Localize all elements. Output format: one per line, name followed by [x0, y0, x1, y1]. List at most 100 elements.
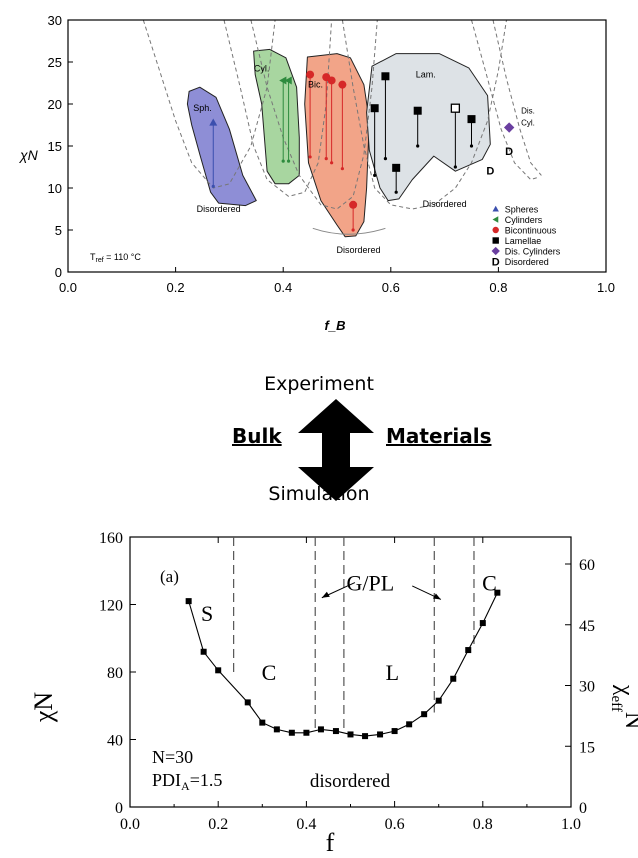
- y-tick-label: 5: [55, 223, 62, 238]
- data-point-lamellae: [413, 106, 422, 115]
- range-end-point: [416, 144, 420, 148]
- legend-label: Bicontinuous: [505, 226, 557, 236]
- data-point-cylinders: [279, 76, 287, 85]
- y-tick-label: 0: [55, 265, 62, 280]
- spheres-region: [186, 86, 257, 207]
- y-right-tick-label: 45: [579, 618, 595, 635]
- range-end-point: [340, 167, 344, 171]
- legend-marker: D: [492, 257, 500, 269]
- range-end-point: [211, 184, 215, 188]
- x-tick-label: 0.4: [274, 280, 292, 295]
- region-label: Bic.: [308, 80, 323, 90]
- x-tick-label: 0.4: [296, 816, 316, 833]
- data-point: [465, 647, 472, 654]
- axes: [67, 19, 607, 273]
- data-point: [185, 598, 192, 605]
- y-tick-label: 10: [48, 181, 62, 196]
- data-point: [421, 711, 428, 718]
- x-tick-label: 1.0: [597, 280, 615, 295]
- data-point: [450, 675, 457, 682]
- y-right-tick-label: 0: [579, 800, 587, 817]
- y-tick-label: 120: [99, 598, 123, 615]
- range-end-point: [469, 144, 474, 148]
- gpl-arrowhead-left: [321, 591, 330, 598]
- data-point: [347, 731, 354, 738]
- region-label: Disordered: [337, 245, 381, 255]
- data-point: [332, 728, 339, 735]
- range-end-point: [394, 190, 398, 194]
- data-point-dis-cylinders: [503, 122, 515, 133]
- series-line: [188, 592, 498, 737]
- range-end-point: [383, 157, 388, 161]
- param-pdi: PDIA=1.5: [152, 770, 222, 793]
- region-label: Disordered: [423, 199, 467, 209]
- range-end-point: [308, 155, 312, 159]
- x-tick-label: 1.0: [561, 816, 581, 833]
- data-point: [200, 648, 207, 655]
- panel-label: (a): [160, 567, 179, 586]
- region-label: Cyl.: [254, 64, 270, 74]
- t-rest: = 110 °C: [104, 252, 142, 262]
- disordered-label: disordered: [310, 771, 391, 792]
- range-end-point: [373, 173, 377, 177]
- dashed-boundary-5: [471, 19, 539, 181]
- phase-label: C: [482, 571, 497, 596]
- t-subscript: ref: [96, 257, 104, 264]
- dashed-boundaries: [142, 19, 542, 210]
- dashed-boundary-2: [223, 19, 333, 197]
- dashed-boundary-1: [142, 19, 276, 189]
- disordered-marker: D: [505, 146, 513, 158]
- data-point: [362, 733, 369, 740]
- data-point: [273, 726, 280, 733]
- data-point-cylinders: [284, 76, 292, 85]
- data-point: [494, 589, 501, 596]
- data-point-lamellae: [467, 115, 476, 124]
- legend-label: Lamellae: [505, 236, 542, 246]
- data-point: [244, 699, 251, 706]
- y-axis-label: χN: [18, 147, 39, 163]
- y-tick-label: 25: [48, 55, 62, 70]
- data-point-lamellae: [370, 104, 379, 113]
- y-right-tick-label: 15: [579, 739, 595, 756]
- dashed-boundary-4: [341, 19, 507, 210]
- region-labels: Sph. Cyl. Bic. Lam. Dis. Cyl. Disordered Disord…: [193, 64, 535, 255]
- range-end-point: [281, 159, 285, 163]
- data-point: [215, 667, 222, 674]
- axes: [129, 536, 572, 808]
- legend-marker: [492, 216, 499, 223]
- data-points: DD: [209, 70, 515, 232]
- disordered-marker: D: [486, 166, 494, 178]
- param-n: N=30: [152, 747, 193, 767]
- eff-subscript: eff: [608, 695, 624, 711]
- pdi-subscript: A: [181, 779, 190, 793]
- region-label: Lam.: [416, 70, 436, 80]
- y-tick-label: 40: [107, 733, 123, 750]
- x-tick-label: 0.2: [167, 280, 185, 295]
- data-point: [288, 729, 295, 736]
- y-tick-label: 80: [107, 665, 123, 682]
- data-point: [259, 719, 266, 726]
- data-point: [406, 721, 413, 728]
- legend-label: Dis. Cylinders: [505, 247, 561, 257]
- dashed-boundary-6: [492, 19, 542, 176]
- odt-curve: [312, 227, 386, 235]
- y-right-tick-label: 60: [579, 557, 595, 574]
- data-point: [317, 726, 324, 733]
- data-point: [435, 697, 442, 704]
- materials-label: Materials: [386, 424, 492, 448]
- data-point-lamellae: [392, 163, 401, 172]
- region-label: Dis.: [521, 107, 535, 116]
- x-tick-label: 0.6: [382, 280, 400, 295]
- data-point-bicontinuous: [349, 200, 358, 209]
- range-end-point: [351, 228, 355, 232]
- data-point-lamellae: [381, 72, 390, 81]
- data-line: [185, 589, 501, 740]
- experiment-label: Experiment: [264, 373, 374, 395]
- legend-label: Disordered: [505, 257, 549, 267]
- region-label: Sph.: [193, 103, 212, 113]
- bicontinuous-region: [304, 53, 370, 238]
- x-axis-label: f: [326, 828, 335, 857]
